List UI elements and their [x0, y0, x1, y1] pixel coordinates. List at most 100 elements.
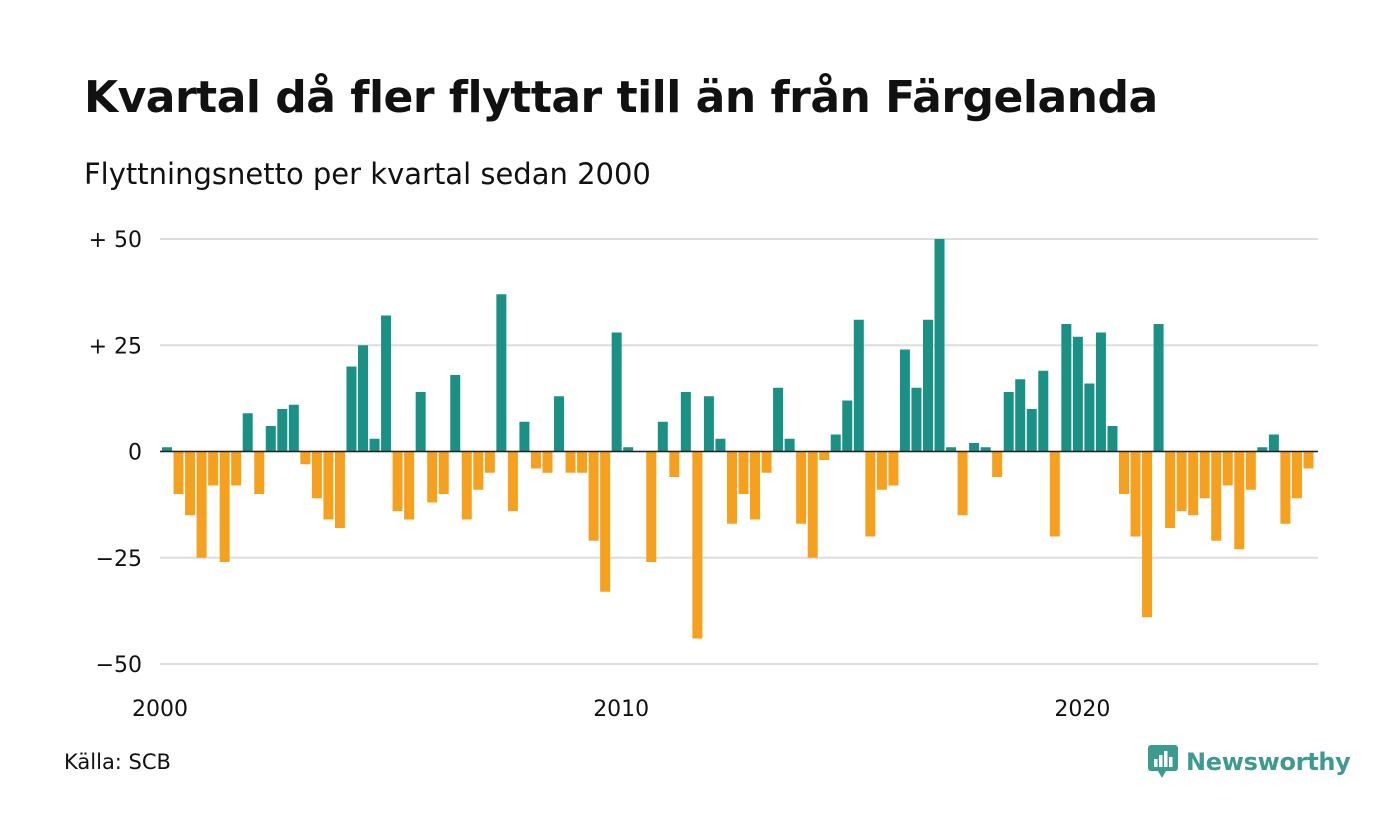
brand-logo: Newsworthy [1148, 745, 1351, 779]
bar [807, 451, 818, 558]
bar [530, 451, 541, 469]
bar [162, 447, 172, 452]
bar [1026, 409, 1037, 452]
chart-title: Kvartal då fler flyttar till än från Fär… [84, 72, 1158, 123]
bar [1234, 451, 1245, 550]
y-tick-label: + 50 [89, 228, 142, 253]
bar [819, 451, 830, 460]
bar [657, 421, 668, 452]
brand-name: Newsworthy [1186, 748, 1351, 776]
bar [796, 451, 807, 524]
bar [750, 451, 761, 520]
bar [611, 332, 622, 452]
bar [1130, 451, 1141, 537]
bar [1015, 379, 1026, 452]
bar [577, 451, 588, 473]
bar [1188, 451, 1199, 516]
bar [1095, 332, 1106, 452]
bar [219, 451, 230, 562]
axis-labels-layer: + 50 + 25 0 −25 −50 2000 2010 2020 [89, 228, 1111, 722]
bar [311, 451, 322, 499]
bar [692, 451, 703, 639]
bar [288, 404, 299, 452]
bar [323, 451, 334, 520]
bar [842, 400, 853, 452]
bar [934, 239, 945, 452]
bar [427, 451, 438, 503]
bar [738, 451, 749, 494]
bar [346, 366, 357, 452]
bar [438, 451, 449, 494]
y-tick-label: + 25 [89, 334, 142, 359]
bar [646, 451, 657, 562]
bar [1038, 370, 1049, 452]
bar [542, 451, 553, 473]
bar [1303, 451, 1314, 469]
bar [507, 451, 518, 511]
bar [680, 392, 691, 452]
bar [1211, 451, 1222, 541]
bar [554, 396, 565, 452]
bars-layer [162, 239, 1314, 639]
bar [761, 451, 772, 473]
bar [1003, 392, 1014, 452]
bar [1061, 324, 1072, 452]
y-tick-label: −25 [96, 547, 142, 572]
bar [242, 413, 253, 452]
bar [911, 387, 922, 452]
bar [600, 451, 611, 592]
bar [369, 438, 380, 452]
bar [173, 451, 184, 494]
bar [1268, 434, 1279, 452]
bar [715, 438, 726, 452]
bar [876, 451, 887, 490]
bar [669, 451, 680, 477]
bar [957, 451, 968, 516]
bar [392, 451, 403, 511]
bar [1118, 451, 1129, 494]
y-tick-label: −50 [96, 653, 142, 678]
bar [519, 421, 530, 452]
y-tick-label: 0 [128, 441, 142, 466]
bar [484, 451, 495, 473]
bar [1107, 426, 1118, 452]
bar [773, 387, 784, 452]
bar [1049, 451, 1060, 537]
x-tick-label: 2010 [593, 697, 649, 722]
x-tick-label: 2020 [1054, 697, 1110, 722]
bar [496, 294, 507, 452]
chart-subtitle: Flyttningsnetto per kvartal sedan 2000 [84, 157, 651, 191]
source-note: Källa: SCB [64, 750, 171, 774]
bar [565, 451, 576, 473]
bar [300, 451, 311, 465]
bar [1291, 451, 1302, 499]
bar [1165, 451, 1176, 528]
bar [415, 392, 426, 452]
bar [208, 451, 219, 486]
bar [969, 443, 980, 452]
bar [1142, 451, 1153, 618]
bar [381, 315, 392, 452]
bar [265, 426, 276, 452]
bar [1257, 447, 1268, 452]
bar [1222, 451, 1233, 486]
bar [1176, 451, 1187, 511]
bar [992, 451, 1003, 477]
bar [334, 451, 345, 528]
bar [623, 447, 634, 452]
bar [254, 451, 265, 494]
bar [922, 319, 933, 452]
bar [358, 345, 369, 452]
bar [450, 375, 461, 452]
bar [853, 319, 864, 452]
bar [784, 438, 795, 452]
bar [1072, 336, 1083, 452]
bar [946, 447, 957, 452]
bar [1280, 451, 1291, 524]
bar [404, 451, 415, 520]
bar [196, 451, 207, 558]
bar [1153, 324, 1164, 452]
bar [1084, 383, 1095, 452]
bar [703, 396, 714, 452]
